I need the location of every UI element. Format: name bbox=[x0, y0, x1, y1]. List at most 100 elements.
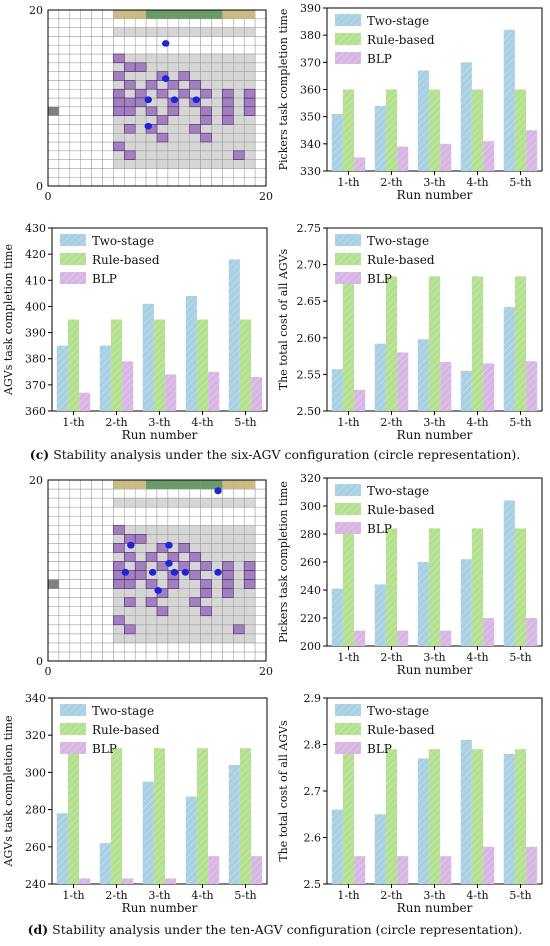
bar-blp bbox=[440, 361, 452, 411]
bar-blp bbox=[397, 856, 409, 884]
grid-cell bbox=[254, 53, 267, 64]
grid-cell bbox=[200, 168, 212, 178]
x-tick-label: 1-th bbox=[337, 176, 359, 189]
grid-cell bbox=[189, 168, 201, 178]
y-tick-label: 220 bbox=[300, 612, 321, 625]
y-tick-label: 2.60 bbox=[297, 332, 322, 345]
grid-cell bbox=[102, 497, 114, 508]
shelf-cell bbox=[178, 534, 190, 544]
grid-cell bbox=[102, 651, 114, 662]
grid-cell bbox=[189, 488, 201, 499]
grid-cell bbox=[91, 36, 103, 46]
bar-rule-based bbox=[428, 528, 441, 646]
grid-cell bbox=[47, 124, 60, 134]
x-tick-label: 2-th bbox=[380, 651, 402, 664]
shelf-cell bbox=[134, 579, 147, 589]
bar-blp bbox=[165, 878, 177, 884]
grid-cell bbox=[58, 176, 71, 187]
shelf-cell bbox=[211, 615, 223, 626]
grid-cell bbox=[222, 44, 234, 55]
legend-label: BLP bbox=[92, 742, 117, 756]
bar-rule-based bbox=[385, 749, 398, 884]
x-tick-label: 5-th bbox=[509, 416, 531, 429]
bar-blp bbox=[483, 363, 495, 411]
shelf-cell bbox=[200, 624, 212, 635]
grid-cell bbox=[102, 141, 114, 152]
x-tick-label: 0 bbox=[45, 190, 52, 203]
bar-two-stage bbox=[331, 809, 343, 884]
grid-cell bbox=[47, 597, 60, 607]
pick-cell bbox=[156, 132, 169, 143]
grid-cell bbox=[200, 515, 212, 526]
y-tick-label: 400 bbox=[25, 300, 46, 313]
bar-rule-based bbox=[342, 89, 355, 171]
bar-rule-based bbox=[514, 276, 527, 411]
grid-cell bbox=[156, 651, 169, 662]
x-tick-label: 1-th bbox=[337, 651, 359, 664]
grid-cell bbox=[91, 176, 103, 187]
shelf-cell bbox=[211, 534, 223, 544]
y-tick-label: 380 bbox=[300, 29, 321, 42]
legend-swatch bbox=[60, 723, 86, 735]
legend-label: Two-stage bbox=[367, 14, 429, 28]
x-tick-label: 3-th bbox=[423, 416, 445, 429]
pick-cell bbox=[189, 124, 201, 134]
grid-cell bbox=[80, 106, 92, 116]
grid-cell bbox=[69, 115, 81, 125]
grid-cell bbox=[102, 36, 114, 46]
grid-cell bbox=[80, 506, 92, 517]
shelf-cell bbox=[189, 27, 201, 37]
y-tick-label: 2.8 bbox=[304, 739, 322, 752]
shelf-cell bbox=[178, 579, 190, 589]
bar-two-stage bbox=[503, 500, 515, 646]
shelf-cell bbox=[156, 597, 169, 607]
grid-cell bbox=[178, 18, 190, 28]
y-axis-label: AGVs task completion time bbox=[2, 716, 15, 868]
grid-cell bbox=[69, 71, 81, 81]
shelf-cell bbox=[200, 497, 212, 508]
grid-cell bbox=[91, 588, 103, 598]
bar-blp bbox=[208, 856, 220, 884]
grid-cell bbox=[69, 159, 81, 169]
grid-cell bbox=[189, 651, 201, 662]
shelf-cell bbox=[211, 97, 223, 108]
grid-cell bbox=[91, 479, 103, 490]
shelf-cell bbox=[211, 552, 223, 562]
grid-cell bbox=[69, 479, 81, 490]
grid-cell bbox=[80, 488, 92, 499]
shelf-cell bbox=[189, 150, 201, 160]
legend-label: Two-stage bbox=[367, 234, 429, 248]
grid-cell bbox=[47, 159, 60, 169]
grid-cell bbox=[80, 97, 92, 108]
shelf-cell bbox=[113, 497, 125, 508]
shelf-cell bbox=[211, 497, 223, 508]
grid-cell bbox=[58, 615, 71, 626]
grid-cell bbox=[47, 506, 60, 517]
shelf-cell bbox=[243, 141, 256, 152]
shelf-cell bbox=[178, 132, 190, 143]
bar-blp bbox=[483, 141, 495, 171]
dock-cell bbox=[200, 480, 212, 490]
grid-cell bbox=[91, 27, 103, 37]
grid-cell bbox=[69, 62, 81, 72]
grid-cell bbox=[80, 479, 92, 490]
shelf-cell bbox=[178, 597, 190, 607]
bar-blp bbox=[122, 361, 134, 411]
bar-blp bbox=[483, 618, 495, 646]
bar-blp bbox=[354, 856, 366, 884]
grid-cell bbox=[58, 115, 71, 125]
grid-cell bbox=[102, 88, 114, 99]
pick-cell bbox=[200, 606, 212, 617]
x-tick-label: 3-th bbox=[423, 651, 445, 664]
grid-cell bbox=[58, 570, 71, 580]
shelf-cell bbox=[124, 633, 136, 644]
shelf-cell bbox=[134, 624, 147, 635]
grid-cell bbox=[102, 534, 114, 544]
grid-cell bbox=[102, 159, 114, 169]
bar-two-stage bbox=[417, 339, 429, 411]
shelf-cell bbox=[124, 606, 136, 616]
grid-cell bbox=[58, 106, 71, 116]
grid-cell bbox=[69, 506, 81, 517]
legend-swatch bbox=[335, 742, 361, 754]
dock-cell bbox=[157, 480, 168, 490]
